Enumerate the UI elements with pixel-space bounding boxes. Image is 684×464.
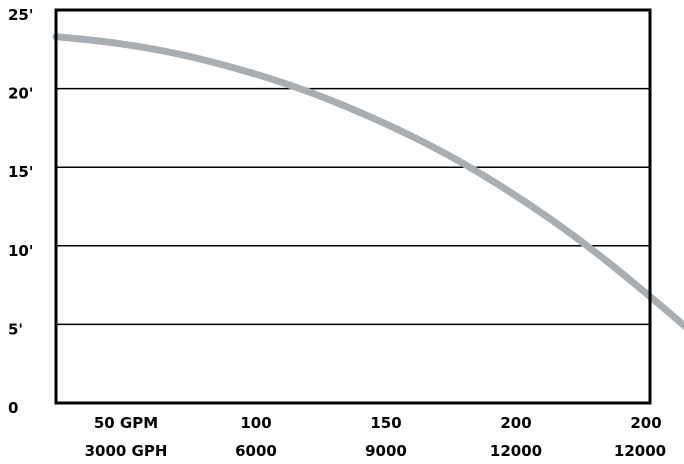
pump-curve-line: [52, 33, 684, 331]
y-tick-label: 15': [8, 163, 33, 181]
x-tick-label-gpm: 200: [500, 414, 531, 432]
x-tick-label-gph: 6000: [235, 442, 277, 460]
x-tick-label-gph: 9000: [365, 442, 407, 460]
x-tick-label-gpm: 150: [370, 414, 401, 432]
x-tick-label-gph: 3000 GPH: [85, 442, 168, 460]
y-tick-label: 25': [8, 6, 33, 24]
x-tick-label-gpm: 50 GPM: [94, 414, 158, 432]
series-layer: [52, 33, 684, 331]
plot-frame: [54, 8, 652, 405]
x-tick-label-gpm: 100: [240, 414, 271, 432]
y-tick-label: 10': [8, 242, 33, 260]
y-axis-tick-labels: 0 5' 10' 15' 20' 25': [8, 6, 33, 417]
y-tick-label: 0: [8, 399, 18, 417]
x-tick-label-gph: 12000: [614, 442, 666, 460]
x-axis-tick-labels: 50 GPM 3000 GPH 100 6000 150 9000 200 12000 200 1…: [85, 414, 667, 460]
y-tick-label: 5': [8, 320, 23, 338]
x-tick-label-gph: 12000: [490, 442, 542, 460]
gridlines: [56, 87, 650, 326]
y-tick-label: 20': [8, 85, 33, 103]
x-tick-label-gpm: 200: [630, 414, 661, 432]
